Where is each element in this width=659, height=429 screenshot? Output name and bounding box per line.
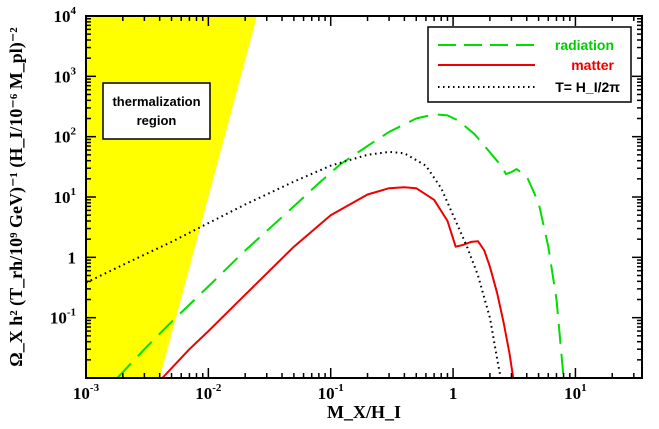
y-tick-label: 1	[68, 248, 77, 267]
y-tick-labels: 10-1 1 101 102 103 104	[50, 5, 77, 328]
legend-label-radiation: radiation	[555, 37, 614, 53]
series-layer	[86, 113, 565, 378]
legend-label-thermal: T= H_I/2π	[555, 79, 620, 95]
y-axis-title: Ω_X h² (T_rh/10⁹ GeV)⁻¹ (H_I/10⁻⁶ M_pl)⁻…	[6, 27, 27, 366]
legend: radiation matter T= H_I/2π	[427, 26, 632, 103]
legend-label-matter: matter	[571, 57, 614, 73]
region-fill	[86, 16, 257, 378]
y-tick-label: 10-1	[50, 307, 76, 328]
region-label-line1: thermalization	[112, 94, 200, 109]
series-matter-line	[161, 186, 515, 378]
x-tick-label: 1	[449, 384, 458, 403]
x-tick-label: 10-3	[73, 382, 100, 403]
x-tick-label: 101	[564, 382, 587, 403]
region-label-line2: region	[137, 113, 177, 128]
y-tick-label: 101	[54, 186, 77, 207]
x-tick-label: 10-1	[318, 382, 344, 403]
x-tick-labels: 10-3 10-2 10-1 1 101	[73, 382, 587, 403]
x-axis-title: M_X/H_I	[327, 402, 401, 422]
x-tick-label: 10-2	[195, 382, 222, 403]
thermalization-region	[86, 16, 257, 378]
y-tick-label: 104	[54, 5, 77, 26]
ticks-layer	[85, 15, 642, 379]
y-tick-label: 102	[54, 126, 77, 147]
region-label-box: thermalization region	[102, 82, 211, 140]
series-thermal-line	[86, 150, 502, 378]
series-radiation-line	[116, 113, 565, 378]
y-tick-label: 103	[54, 65, 77, 86]
